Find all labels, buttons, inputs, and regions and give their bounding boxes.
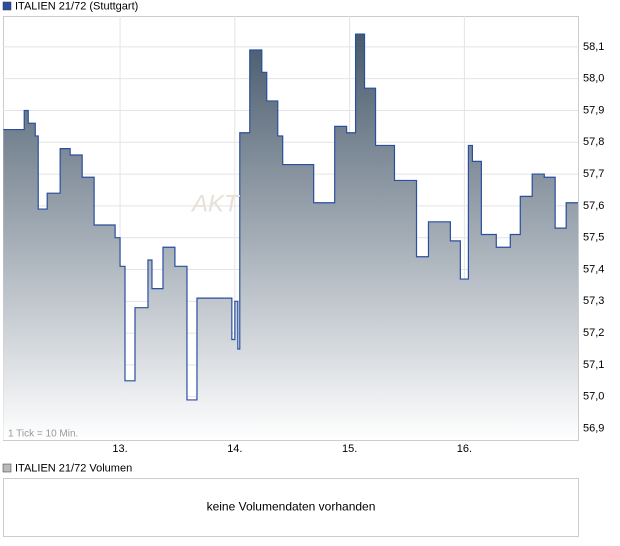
y-tick-label: 57,5 — [583, 232, 604, 244]
legend-swatch — [2, 463, 12, 473]
x-tick-label: 15. — [342, 443, 357, 455]
y-tick-label: 57,8 — [583, 136, 604, 148]
legend-swatch — [2, 1, 12, 11]
y-tick-label: 57,4 — [583, 263, 604, 275]
y-tick-label: 58,0 — [583, 73, 604, 85]
y-tick-label: 57,9 — [583, 104, 604, 116]
y-tick-label: 57,0 — [583, 391, 604, 403]
chart-title: ITALIEN 21/72 (Stuttgart) — [15, 0, 138, 12]
x-tick-label: 13. — [112, 443, 127, 455]
y-tick-label: 57,3 — [583, 295, 604, 307]
y-tick-label: 58,1 — [583, 41, 604, 53]
watermark: AKT — [190, 190, 241, 217]
area — [3, 34, 579, 441]
y-tick-label: 56,9 — [583, 422, 604, 434]
tick-note: 1 Tick = 10 Min. — [8, 429, 78, 440]
volume-frame — [3, 478, 579, 537]
y-tick-label: 57,2 — [583, 327, 604, 339]
y-tick-label: 57,1 — [583, 359, 604, 371]
line — [3, 33, 578, 401]
volume-message: keine Volumendaten vorhanden — [207, 500, 376, 514]
y-tick-label: 57,7 — [583, 168, 604, 180]
y-tick-label: 57,6 — [583, 200, 604, 212]
x-tick-label: 16. — [457, 443, 472, 455]
x-tick-label: 14. — [227, 443, 242, 455]
volume-title: ITALIEN 21/72 Volumen — [15, 462, 132, 474]
